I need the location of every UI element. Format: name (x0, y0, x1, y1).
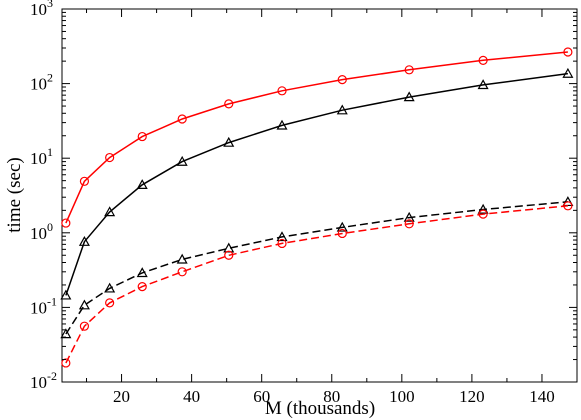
data-point (78, 235, 90, 246)
data-point (104, 206, 116, 217)
data-point (136, 267, 148, 278)
y-tick-label: 10-1 (30, 294, 57, 317)
data-point (79, 321, 90, 331)
data-point (337, 75, 347, 85)
series-2 (60, 67, 574, 300)
x-tick-label: 120 (459, 387, 485, 406)
data-point (477, 203, 489, 214)
data-point (176, 253, 188, 264)
x-tick-label: 140 (529, 387, 555, 406)
y-axis-title: time (sec) (4, 157, 25, 232)
x-axis: 20 40 60 80 100 120 140 (86, 9, 555, 406)
data-point (60, 289, 72, 300)
data-point (177, 114, 187, 124)
data-point (223, 136, 235, 147)
series-layer (60, 47, 574, 368)
series-line (65, 72, 568, 296)
data-point (336, 104, 348, 115)
series-1 (61, 47, 573, 228)
data-point (61, 358, 71, 368)
y-tick-label: 10-2 (30, 369, 57, 392)
data-point (336, 221, 348, 232)
data-point (276, 119, 288, 130)
y-tick-exponent: 3 (47, 0, 53, 10)
data-point (477, 79, 489, 90)
data-point (224, 99, 234, 109)
y-tick-exponent: -2 (47, 369, 57, 383)
data-point (337, 228, 347, 239)
x-tick-label: 20 (113, 387, 130, 406)
data-point (562, 67, 574, 78)
y-tick-exponent: 0 (47, 220, 53, 234)
y-tick-exponent: 2 (47, 71, 53, 85)
y-tick-label: 103 (30, 0, 53, 19)
data-point (276, 231, 288, 242)
data-point (177, 267, 187, 277)
data-point (563, 201, 573, 211)
data-point (562, 196, 574, 207)
data-point (78, 299, 90, 310)
data-point (563, 47, 573, 57)
series-3 (60, 196, 574, 339)
data-point (61, 218, 71, 228)
data-point (137, 282, 147, 292)
x-tick-label: 100 (389, 387, 415, 406)
data-point (277, 238, 287, 249)
series-4 (61, 201, 573, 368)
data-point (478, 209, 488, 219)
data-point (105, 152, 115, 163)
data-point (136, 179, 148, 189)
x-tick-label: 60 (253, 387, 270, 406)
data-point (404, 65, 414, 75)
data-point (277, 86, 287, 96)
series-line (65, 51, 568, 224)
y-tick-label: 101 (30, 145, 53, 168)
data-point (137, 131, 147, 142)
data-point (403, 91, 415, 102)
data-point (105, 298, 115, 308)
y-tick-exponent: -1 (47, 294, 57, 308)
data-point (404, 219, 414, 229)
data-point (223, 242, 235, 253)
data-point (478, 55, 488, 65)
y-tick-label: 102 (30, 71, 53, 94)
data-point (403, 211, 415, 222)
data-point (104, 282, 116, 293)
y-tick-label: 100 (30, 220, 53, 243)
x-tick-label: 80 (323, 387, 340, 406)
data-point (60, 328, 72, 339)
x-axis-title: M (thousands) (265, 398, 375, 419)
data-point (176, 155, 188, 166)
series-line (65, 201, 568, 335)
data-point (224, 250, 234, 260)
plot-area (61, 8, 578, 383)
series-line (65, 205, 568, 364)
data-point (79, 176, 90, 186)
y-tick-exponent: 1 (47, 145, 53, 159)
x-tick-label: 40 (183, 387, 200, 406)
